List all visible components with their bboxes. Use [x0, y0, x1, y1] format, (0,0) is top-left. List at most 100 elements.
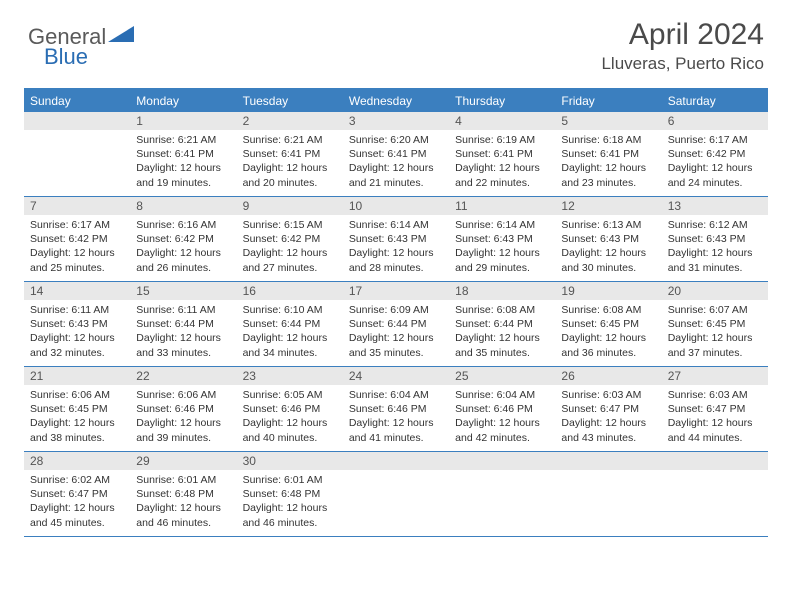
day-cell: 29Sunrise: 6:01 AMSunset: 6:48 PMDayligh…	[130, 452, 236, 536]
day-sunset: Sunset: 6:41 PM	[136, 147, 230, 161]
day-sunrise: Sunrise: 6:01 AM	[136, 473, 230, 487]
day-daylight2: and 28 minutes.	[349, 261, 443, 275]
day-sunrise: Sunrise: 6:21 AM	[136, 133, 230, 147]
day-cell: 7Sunrise: 6:17 AMSunset: 6:42 PMDaylight…	[24, 197, 130, 281]
day-cell: 24Sunrise: 6:04 AMSunset: 6:46 PMDayligh…	[343, 367, 449, 451]
day-body: Sunrise: 6:10 AMSunset: 6:44 PMDaylight:…	[237, 300, 343, 364]
weekday-header: Monday	[130, 90, 236, 112]
day-number: 10	[343, 197, 449, 215]
weekday-header: Sunday	[24, 90, 130, 112]
weekday-header: Friday	[555, 90, 661, 112]
day-sunrise: Sunrise: 6:07 AM	[668, 303, 762, 317]
day-number: 5	[555, 112, 661, 130]
day-body: Sunrise: 6:14 AMSunset: 6:43 PMDaylight:…	[449, 215, 555, 279]
week-row: 7Sunrise: 6:17 AMSunset: 6:42 PMDaylight…	[24, 197, 768, 282]
day-daylight1: Daylight: 12 hours	[455, 161, 549, 175]
day-daylight1: Daylight: 12 hours	[455, 331, 549, 345]
day-cell: 13Sunrise: 6:12 AMSunset: 6:43 PMDayligh…	[662, 197, 768, 281]
day-daylight2: and 31 minutes.	[668, 261, 762, 275]
day-body: Sunrise: 6:18 AMSunset: 6:41 PMDaylight:…	[555, 130, 661, 194]
day-cell: 21Sunrise: 6:06 AMSunset: 6:45 PMDayligh…	[24, 367, 130, 451]
day-daylight1: Daylight: 12 hours	[243, 161, 337, 175]
day-number: 24	[343, 367, 449, 385]
day-number: 4	[449, 112, 555, 130]
day-number: 25	[449, 367, 555, 385]
day-body: Sunrise: 6:04 AMSunset: 6:46 PMDaylight:…	[449, 385, 555, 449]
day-daylight1: Daylight: 12 hours	[561, 161, 655, 175]
day-body: Sunrise: 6:03 AMSunset: 6:47 PMDaylight:…	[662, 385, 768, 449]
day-cell: 14Sunrise: 6:11 AMSunset: 6:43 PMDayligh…	[24, 282, 130, 366]
day-daylight2: and 39 minutes.	[136, 431, 230, 445]
weekday-header-row: Sunday Monday Tuesday Wednesday Thursday…	[24, 90, 768, 112]
week-row: 28Sunrise: 6:02 AMSunset: 6:47 PMDayligh…	[24, 452, 768, 537]
day-body: Sunrise: 6:12 AMSunset: 6:43 PMDaylight:…	[662, 215, 768, 279]
day-cell: 1Sunrise: 6:21 AMSunset: 6:41 PMDaylight…	[130, 112, 236, 196]
day-sunset: Sunset: 6:47 PM	[561, 402, 655, 416]
day-daylight1: Daylight: 12 hours	[561, 246, 655, 260]
day-daylight2: and 46 minutes.	[243, 516, 337, 530]
day-daylight2: and 20 minutes.	[243, 176, 337, 190]
day-daylight1: Daylight: 12 hours	[243, 416, 337, 430]
day-cell: 30Sunrise: 6:01 AMSunset: 6:48 PMDayligh…	[237, 452, 343, 536]
day-sunrise: Sunrise: 6:19 AM	[455, 133, 549, 147]
day-daylight1: Daylight: 12 hours	[136, 501, 230, 515]
day-body: Sunrise: 6:15 AMSunset: 6:42 PMDaylight:…	[237, 215, 343, 279]
logo-blue-row: Blue	[44, 44, 88, 70]
day-sunrise: Sunrise: 6:09 AM	[349, 303, 443, 317]
day-daylight1: Daylight: 12 hours	[30, 416, 124, 430]
day-daylight2: and 24 minutes.	[668, 176, 762, 190]
day-cell: 20Sunrise: 6:07 AMSunset: 6:45 PMDayligh…	[662, 282, 768, 366]
day-body: Sunrise: 6:19 AMSunset: 6:41 PMDaylight:…	[449, 130, 555, 194]
day-cell	[555, 452, 661, 536]
day-sunset: Sunset: 6:46 PM	[349, 402, 443, 416]
day-sunrise: Sunrise: 6:03 AM	[668, 388, 762, 402]
day-daylight1: Daylight: 12 hours	[136, 246, 230, 260]
day-number	[662, 452, 768, 470]
day-number: 2	[237, 112, 343, 130]
day-daylight1: Daylight: 12 hours	[349, 161, 443, 175]
day-cell: 9Sunrise: 6:15 AMSunset: 6:42 PMDaylight…	[237, 197, 343, 281]
day-cell: 28Sunrise: 6:02 AMSunset: 6:47 PMDayligh…	[24, 452, 130, 536]
day-cell: 6Sunrise: 6:17 AMSunset: 6:42 PMDaylight…	[662, 112, 768, 196]
weekday-header: Tuesday	[237, 90, 343, 112]
day-sunset: Sunset: 6:47 PM	[668, 402, 762, 416]
title-location: Lluveras, Puerto Rico	[601, 54, 764, 74]
weekday-header: Thursday	[449, 90, 555, 112]
day-daylight1: Daylight: 12 hours	[136, 331, 230, 345]
day-sunrise: Sunrise: 6:06 AM	[30, 388, 124, 402]
day-daylight2: and 27 minutes.	[243, 261, 337, 275]
day-body: Sunrise: 6:13 AMSunset: 6:43 PMDaylight:…	[555, 215, 661, 279]
day-cell: 23Sunrise: 6:05 AMSunset: 6:46 PMDayligh…	[237, 367, 343, 451]
day-body: Sunrise: 6:06 AMSunset: 6:46 PMDaylight:…	[130, 385, 236, 449]
day-daylight1: Daylight: 12 hours	[668, 416, 762, 430]
day-body: Sunrise: 6:17 AMSunset: 6:42 PMDaylight:…	[662, 130, 768, 194]
day-number: 19	[555, 282, 661, 300]
day-body: Sunrise: 6:20 AMSunset: 6:41 PMDaylight:…	[343, 130, 449, 194]
day-daylight2: and 35 minutes.	[455, 346, 549, 360]
day-sunset: Sunset: 6:45 PM	[561, 317, 655, 331]
day-daylight2: and 33 minutes.	[136, 346, 230, 360]
day-cell: 3Sunrise: 6:20 AMSunset: 6:41 PMDaylight…	[343, 112, 449, 196]
day-sunset: Sunset: 6:43 PM	[455, 232, 549, 246]
day-cell: 11Sunrise: 6:14 AMSunset: 6:43 PMDayligh…	[449, 197, 555, 281]
day-sunset: Sunset: 6:46 PM	[136, 402, 230, 416]
day-sunrise: Sunrise: 6:04 AM	[349, 388, 443, 402]
day-cell: 2Sunrise: 6:21 AMSunset: 6:41 PMDaylight…	[237, 112, 343, 196]
day-body: Sunrise: 6:14 AMSunset: 6:43 PMDaylight:…	[343, 215, 449, 279]
day-body: Sunrise: 6:08 AMSunset: 6:45 PMDaylight:…	[555, 300, 661, 364]
day-daylight2: and 35 minutes.	[349, 346, 443, 360]
day-body: Sunrise: 6:01 AMSunset: 6:48 PMDaylight:…	[130, 470, 236, 534]
day-body: Sunrise: 6:21 AMSunset: 6:41 PMDaylight:…	[237, 130, 343, 194]
day-sunset: Sunset: 6:42 PM	[243, 232, 337, 246]
day-sunset: Sunset: 6:48 PM	[136, 487, 230, 501]
day-body: Sunrise: 6:21 AMSunset: 6:41 PMDaylight:…	[130, 130, 236, 194]
day-sunset: Sunset: 6:43 PM	[30, 317, 124, 331]
day-number: 9	[237, 197, 343, 215]
day-cell	[24, 112, 130, 196]
day-sunrise: Sunrise: 6:15 AM	[243, 218, 337, 232]
day-sunset: Sunset: 6:42 PM	[668, 147, 762, 161]
day-sunrise: Sunrise: 6:13 AM	[561, 218, 655, 232]
day-sunrise: Sunrise: 6:02 AM	[30, 473, 124, 487]
day-daylight1: Daylight: 12 hours	[455, 246, 549, 260]
day-sunset: Sunset: 6:47 PM	[30, 487, 124, 501]
